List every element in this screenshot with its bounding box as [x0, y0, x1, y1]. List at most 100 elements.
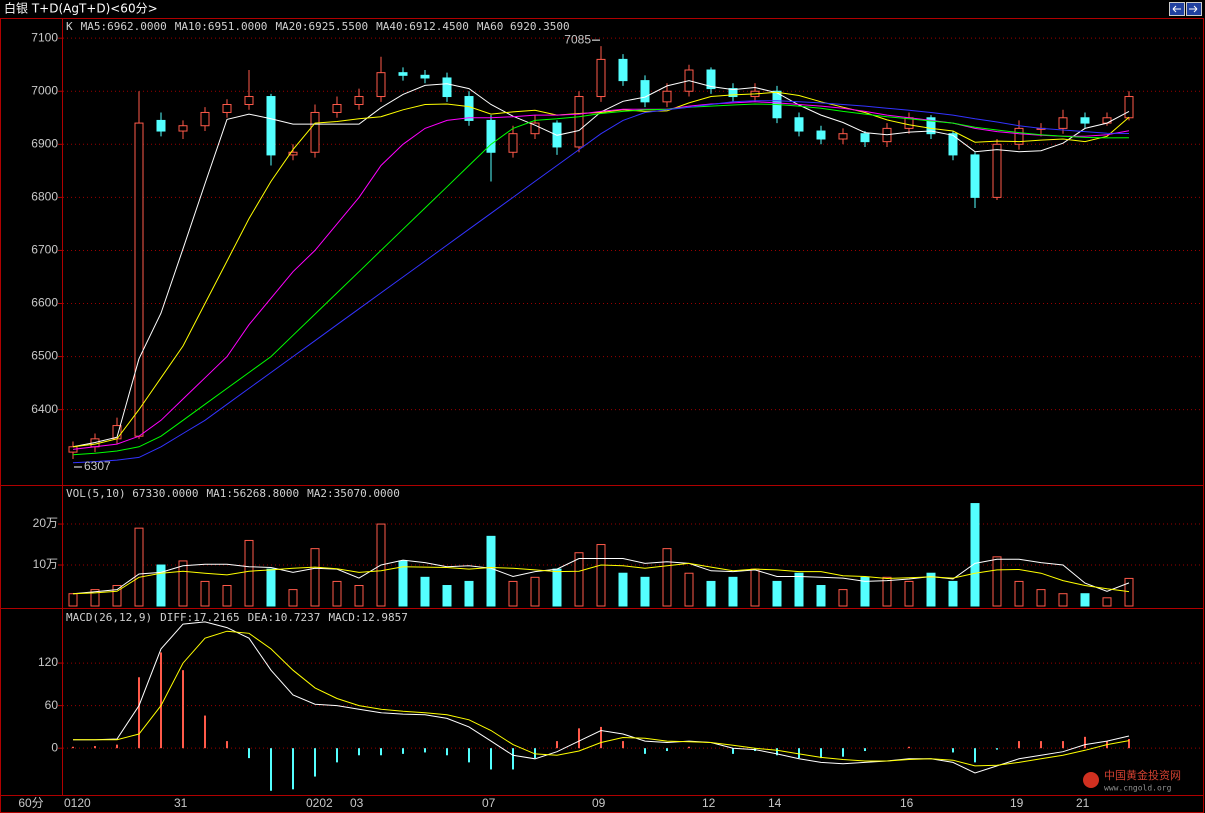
- volume-bar: [134, 527, 144, 607]
- candle-body: [992, 143, 1002, 198]
- candle-body: [508, 133, 518, 153]
- candle-body: [574, 96, 584, 148]
- watermark: 中国黄金投资网 www.cngold.org: [1083, 768, 1181, 793]
- legend-entry: K: [66, 20, 73, 33]
- candle-body: [640, 80, 650, 103]
- legend-entry: MA40:6912.4500: [376, 20, 469, 33]
- volume-bar: [1014, 580, 1024, 607]
- volume-bar: [728, 576, 738, 607]
- candle-body: [1080, 117, 1090, 124]
- candle-body: [728, 88, 738, 98]
- legend-entry: MA5:6962.0000: [81, 20, 167, 33]
- volume-bar: [552, 568, 562, 607]
- volume-bar: [1036, 589, 1046, 607]
- y-tick-label: 20万: [33, 516, 58, 530]
- candle-body: [266, 96, 276, 156]
- legend-entry: MACD:12.9857: [328, 611, 407, 624]
- legend-entry: MA60 6920.3500: [477, 20, 570, 33]
- volume-bar: [90, 589, 100, 607]
- legend-entry: VOL(5,10) 67330.0000: [66, 487, 198, 500]
- legend-entry: MA20:6925.5500: [275, 20, 368, 33]
- candle-body: [596, 58, 606, 98]
- y-tick-label: 10万: [33, 557, 58, 571]
- x-tick-label: 12: [702, 796, 716, 810]
- volume-bar: [706, 580, 716, 607]
- watermark-logo: [1083, 772, 1099, 788]
- ma-line: [72, 100, 1130, 464]
- volume-bar: [530, 576, 540, 607]
- candle-body: [244, 96, 254, 106]
- volume-bar: [464, 580, 474, 607]
- y-tick-label: 7000: [31, 83, 58, 97]
- x-tick-label: 31: [174, 796, 188, 810]
- volume-bar: [332, 580, 342, 607]
- volume-bar: [838, 589, 848, 607]
- volume-bar: [970, 503, 980, 607]
- y-tick-label: 60: [45, 698, 59, 712]
- candle-body: [134, 122, 144, 437]
- volume-bar: [1124, 577, 1134, 607]
- volume-bar: [794, 572, 804, 607]
- volume-bar: [1080, 593, 1090, 607]
- period-label: 60分: [18, 796, 43, 810]
- volume-bar: [508, 580, 518, 607]
- ma-line: [73, 630, 1130, 767]
- y-tick-label: 6500: [31, 349, 58, 363]
- legend-entry: MA2:35070.0000: [307, 487, 400, 500]
- candle-body: [860, 133, 870, 143]
- y-tick-label: 120: [38, 655, 58, 669]
- candle-body: [530, 122, 540, 135]
- candle-body: [156, 119, 166, 132]
- volume-bar: [684, 572, 694, 607]
- volume-bar: [442, 585, 452, 607]
- ma-line: [72, 91, 1130, 448]
- volume-bar: [266, 568, 276, 607]
- volume-bar: [310, 548, 320, 607]
- candle-body: [222, 104, 232, 113]
- x-tick-label: 21: [1076, 796, 1090, 810]
- legend-entry: MA10:6951.0000: [175, 20, 268, 33]
- candle-body: [816, 130, 826, 140]
- candle-body: [948, 133, 958, 156]
- volume-bar: [574, 552, 584, 607]
- candle-body: [486, 119, 496, 153]
- candle-body: [706, 69, 716, 90]
- x-tick-label: 07: [482, 796, 496, 810]
- volume-bar: [1058, 593, 1068, 607]
- volume-bar: [200, 580, 210, 607]
- legend-entry: DIFF:17.2165: [160, 611, 239, 624]
- candle-body: [464, 96, 474, 121]
- volume-bar: [750, 568, 760, 607]
- volume-bar: [772, 580, 782, 607]
- watermark-url: www.cngold.org: [1104, 784, 1172, 793]
- candle-body: [398, 72, 408, 76]
- candle-body: [178, 125, 188, 132]
- x-tick-label: 14: [768, 796, 782, 810]
- y-tick-label: 7100: [31, 30, 58, 44]
- volume-bar: [662, 548, 672, 607]
- legend-entry: MACD(26,12,9): [66, 611, 152, 624]
- ma-line: [73, 621, 1130, 774]
- volume-bar: [398, 560, 408, 607]
- window-buttons[interactable]: [1169, 2, 1202, 16]
- volume-bar: [904, 580, 914, 607]
- page-title: 白银 T+D(AgT+D)<60分>: [4, 1, 158, 16]
- x-tick-label: 16: [900, 796, 914, 810]
- volume-bar: [244, 539, 254, 607]
- ma-line: [72, 562, 1130, 595]
- volume-bar: [618, 572, 628, 607]
- y-tick-label: 0: [51, 740, 58, 754]
- volume-bar: [222, 585, 232, 607]
- volume-bar: [156, 564, 166, 607]
- volume-bar: [354, 585, 364, 607]
- candle-body: [354, 96, 364, 106]
- y-tick-label: 6400: [31, 402, 58, 416]
- volume-bar: [486, 535, 496, 607]
- candle-body: [926, 117, 936, 135]
- candle-body: [442, 77, 452, 98]
- volume-bar: [948, 580, 958, 607]
- candle-body: [1058, 117, 1068, 129]
- ma-line: [72, 103, 1130, 456]
- ma-line: [72, 101, 1130, 450]
